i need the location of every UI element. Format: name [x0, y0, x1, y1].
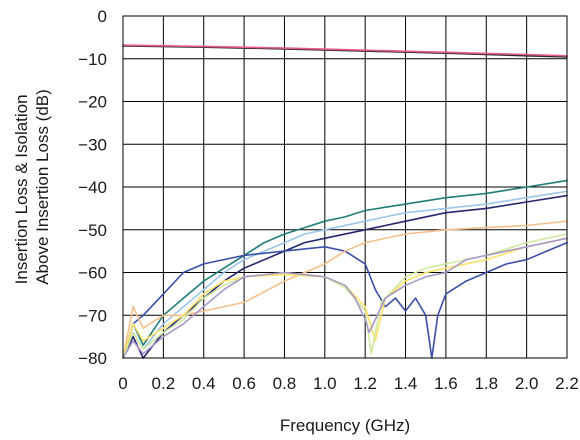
series-line-4 — [122, 190, 568, 359]
y-axis-ticks: 0 −10 −20 −30 −40 −50 −60 −70 −80 — [78, 7, 107, 368]
series-line-6 — [122, 241, 568, 359]
y-tick-label: −50 — [78, 221, 107, 240]
series-line-2 — [122, 44, 568, 57]
x-tick-label: 0.8 — [273, 374, 297, 393]
x-tick-label: 1.0 — [313, 374, 337, 393]
x-tick-label: 0.2 — [152, 374, 176, 393]
y-tick-label: −30 — [78, 135, 107, 154]
y-tick-label: −70 — [78, 306, 107, 325]
plot-frame — [122, 15, 568, 359]
y-tick-label: 0 — [98, 7, 107, 26]
x-axis-title: Frequency (GHz) — [280, 416, 410, 435]
x-tick-label: 1.2 — [353, 374, 377, 393]
y-tick-label: −60 — [78, 264, 107, 283]
x-tick-label: 2.0 — [515, 374, 539, 393]
y-tick-label: −40 — [78, 178, 107, 197]
series-group — [122, 44, 568, 359]
x-tick-label: 1.4 — [394, 374, 418, 393]
y-axis-title-line-2: Above Insertion Loss (dB) — [33, 89, 52, 285]
y-tick-label: −80 — [78, 349, 107, 368]
y-axis-title-line-1: Insertion Loss & Isolation — [12, 94, 31, 284]
series-line-10 — [122, 237, 568, 359]
y-tick-label: −20 — [78, 93, 107, 112]
x-tick-label: 2.2 — [555, 374, 579, 393]
y-axis-title: Insertion Loss & Isolation Above Inserti… — [12, 89, 52, 285]
series-line-7 — [122, 220, 568, 359]
series-line-5 — [122, 194, 568, 359]
x-tick-label: 0.6 — [232, 374, 256, 393]
x-tick-label: 0.4 — [192, 374, 216, 393]
x-tick-label: 1.8 — [474, 374, 498, 393]
y-tick-label: −10 — [78, 50, 107, 69]
series-line-9 — [122, 233, 568, 359]
x-tick-label: 1.6 — [434, 374, 458, 393]
x-axis-ticks: 0 0.2 0.4 0.6 0.8 1.0 1.2 1.4 1.6 1.8 2.0 2.2 — [118, 374, 579, 393]
x-tick-label: 0 — [118, 374, 127, 393]
